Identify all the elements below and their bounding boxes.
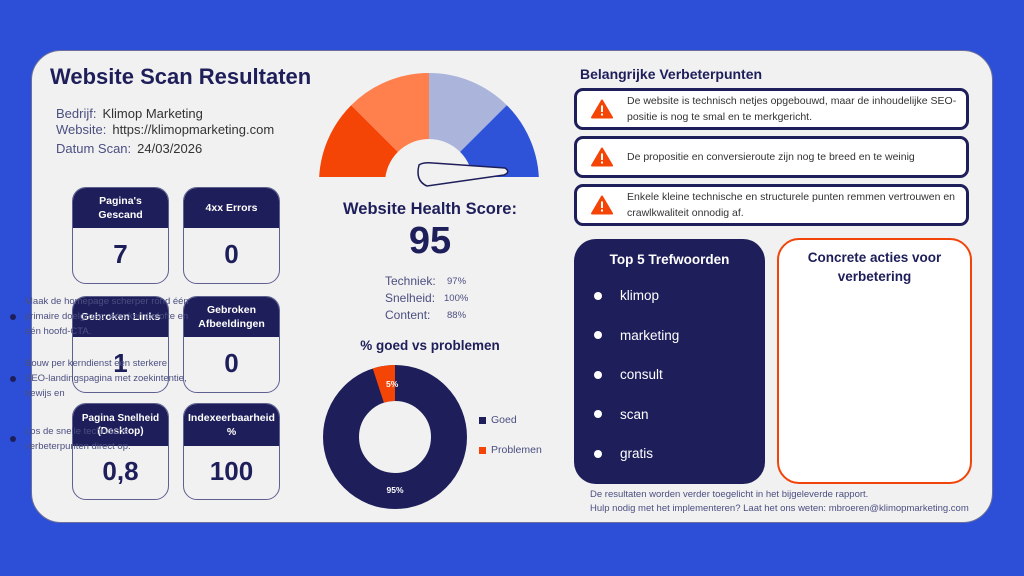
action-item: Bouw per kerndienst een sterkere SEO-lan… <box>10 356 190 401</box>
tile-label: Pagina's Gescand <box>73 188 168 228</box>
bullet-icon <box>594 449 602 458</box>
tile-label: Gebroken Links <box>73 297 168 337</box>
improvement-item: De propositie en conversieroute zijn nog… <box>574 136 969 178</box>
bullet-icon <box>10 313 16 320</box>
warning-icon <box>577 147 627 167</box>
tile-label: Gebroken Afbeeldingen <box>184 297 279 337</box>
content-value: 88% <box>447 310 467 321</box>
action-text: Bouw per kerndienst een sterkere SEO-lan… <box>25 358 187 399</box>
bullet-icon <box>594 291 602 300</box>
legend-problemen: Problemen <box>479 444 542 456</box>
techniek-value: 97% <box>447 276 467 287</box>
bullet-icon <box>10 436 16 442</box>
keyword-item: scan <box>574 395 765 435</box>
health-gauge <box>319 73 541 188</box>
tile-indexability: Indexeerbaarheid % 100 <box>183 403 280 500</box>
gauge-segment-lavender <box>429 73 507 152</box>
bullet-icon <box>594 410 602 419</box>
actions-panel: Concrete acties voor verbetering <box>777 238 972 484</box>
tile-value: 0 <box>224 239 239 269</box>
website-value: https://klimopmarketing.com <box>112 122 275 137</box>
tile-4xx-errors: 4xx Errors 0 <box>183 187 280 284</box>
tile-broken-links: Gebroken Links 1 <box>72 296 169 393</box>
snelheid-value: 100% <box>444 293 469 304</box>
bullet-icon <box>10 375 16 382</box>
improvement-item: Enkele kleine technische en structurele … <box>574 184 969 226</box>
gauge-segment-orange <box>351 73 429 152</box>
snelheid-label: Snelheid: <box>385 291 436 305</box>
legend-label-problemen: Problemen <box>491 444 542 456</box>
keyword-text: scan <box>620 406 649 422</box>
company-row: Bedrijf: Klimop Marketing <box>56 106 203 121</box>
keyword-text: marketing <box>620 327 680 343</box>
keyword-item: gratis <box>574 434 765 474</box>
keyword-item: consult <box>574 355 765 395</box>
date-value: 24/03/2026 <box>137 141 203 156</box>
improvement-text: De website is technisch netjes opgebouwd… <box>627 95 957 123</box>
tile-value: 1 <box>113 348 128 378</box>
legend-goed: Goed <box>479 414 517 426</box>
content-row: Content: 88% <box>385 308 466 322</box>
legend-label-goed: Goed <box>491 414 517 426</box>
keyword-text: klimop <box>620 288 660 304</box>
action-item: Maak de homepage scherper rond één prima… <box>10 294 190 339</box>
date-row: Datum Scan: 24/03/2026 <box>56 141 202 156</box>
footer-line-2: Hulp nodig met het implementeren? Laat h… <box>590 503 969 514</box>
gauge-needle-icon <box>417 162 509 187</box>
legend-swatch-problemen <box>479 446 486 454</box>
keyword-text: consult <box>620 367 663 383</box>
improvements-title: Belangrijke Verbeterpunten <box>580 66 763 82</box>
improvement-text: De propositie en conversieroute zijn nog… <box>627 151 915 163</box>
company-label: Bedrijf: <box>56 106 97 121</box>
footer-line-1: De resultaten worden verder toegelicht i… <box>590 489 869 500</box>
date-label: Datum Scan: <box>56 141 132 156</box>
donut-slice-problemen <box>323 365 467 509</box>
tile-label: Pagina Snelheid (Desktop) <box>73 404 168 446</box>
techniek-row: Techniek: 97% <box>385 274 466 288</box>
tile-pages-scanned: Pagina's Gescand 7 <box>72 187 169 284</box>
company-value: Klimop Marketing <box>102 106 203 121</box>
keyword-item: klimop <box>574 276 765 316</box>
keyword-text: gratis <box>620 446 654 462</box>
page-title: Website Scan Resultaten <box>50 64 312 89</box>
bullet-icon <box>594 331 602 340</box>
warning-icon <box>577 195 627 215</box>
content-label: Content: <box>385 308 431 322</box>
gauge-segment-blue <box>460 105 539 183</box>
health-score-title: Website Health Score: <box>343 200 517 218</box>
bullet-icon <box>594 370 602 379</box>
action-text: Los de snelle technische verbeterpunten … <box>25 426 131 452</box>
tile-label: Indexeerbaarheid % <box>184 404 279 446</box>
keywords-title: Top 5 Trefwoorden <box>609 252 730 267</box>
snelheid-row: Snelheid: 100% <box>385 291 468 305</box>
tile-value: 100 <box>209 456 254 486</box>
website-label: Website: <box>56 122 107 137</box>
health-score-value: 95 <box>408 220 452 262</box>
tile-page-speed: Pagina Snelheid (Desktop) 0,8 <box>72 403 169 500</box>
keyword-item: marketing <box>574 316 765 356</box>
donut-label-goed: 95% <box>386 485 403 495</box>
donut-label-problemen: 5% <box>386 379 399 389</box>
tile-value: 0,8 <box>102 456 139 486</box>
donut-chart-title: % goed vs problemen <box>360 338 500 353</box>
warning-icon <box>577 99 627 119</box>
improvement-item: De website is technisch netjes opgebouwd… <box>574 88 969 130</box>
improvement-text: Enkele kleine technische en structurele … <box>627 191 956 219</box>
tile-value: 7 <box>113 239 128 269</box>
donut-slice-goed <box>323 365 467 509</box>
keywords-list: klimop marketing consult scan gratis <box>574 276 765 474</box>
keywords-panel: Top 5 Trefwoorden klimop marketing consu… <box>574 239 765 484</box>
action-item: Los de snelle technische verbeterpunten … <box>10 424 190 454</box>
legend-swatch-goed <box>479 416 486 424</box>
tile-broken-images: Gebroken Afbeeldingen 0 <box>183 296 280 393</box>
website-row: Website: https://klimopmarketing.com <box>56 122 274 137</box>
techniek-label: Techniek: <box>385 274 436 288</box>
action-text: Maak de homepage scherper rond één prima… <box>25 296 189 337</box>
gauge-segment-red <box>319 105 398 183</box>
actions-title: Concrete acties voor verbetering <box>807 250 942 284</box>
donut-chart: 5% 95% <box>323 365 467 509</box>
tile-value: 0 <box>224 348 239 378</box>
tile-label: 4xx Errors <box>184 188 279 228</box>
